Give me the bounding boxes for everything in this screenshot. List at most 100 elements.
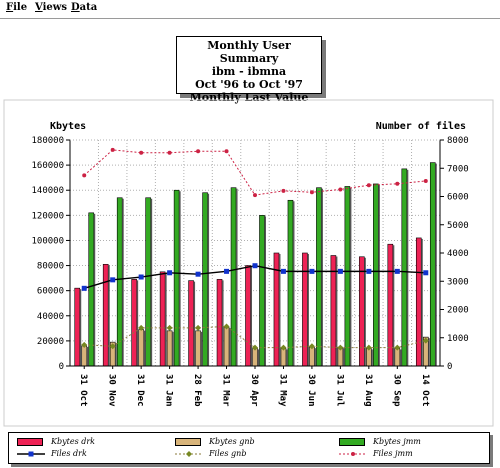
left-tick-label: 100000: [31, 236, 64, 246]
bar-shade: [108, 265, 110, 366]
line-marker: [253, 193, 257, 198]
left-tick-label: 120000: [31, 211, 64, 221]
bar: [223, 326, 230, 367]
legend-item-kbytes-jmm: Kbytes jmm: [339, 436, 479, 448]
line-marker: [252, 263, 258, 269]
chart-subtitle-range: Oct '96 to Oct '97: [195, 78, 303, 91]
bar-shade: [321, 188, 323, 366]
chart-title-box: Monthly User Summary ibm - ibmna Oct '96…: [176, 36, 322, 104]
legend-swatch-kbytes-jmm: [339, 438, 365, 446]
x-tick-label: 31 Mar: [221, 374, 231, 407]
line-marker: [81, 285, 87, 291]
line-marker: [82, 173, 87, 178]
x-tick-label: 14 Oct: [420, 374, 430, 407]
right-tick-label: 8000: [447, 136, 469, 146]
x-tick-label: 31 May: [277, 374, 287, 407]
bar: [74, 287, 81, 367]
bar-shade: [314, 348, 316, 366]
menu-file-rest: ile: [13, 2, 28, 13]
bar-shade: [136, 280, 139, 366]
menu-views[interactable]: Views: [35, 2, 67, 13]
bar-shade: [257, 349, 259, 366]
left-tick-label: 40000: [37, 312, 64, 322]
x-tick-label: 31 Jan: [164, 374, 174, 407]
x-tick-label: 30 Nov: [107, 374, 117, 407]
bar: [145, 197, 151, 367]
line-marker: [394, 268, 400, 274]
bar: [173, 189, 180, 367]
bar-shade: [421, 238, 423, 366]
bar-shade: [86, 346, 89, 366]
bar: [166, 330, 173, 367]
bar: [159, 271, 166, 367]
x-tick-label: 28 Feb: [192, 374, 202, 407]
legend-swatch-kbytes-drk: [17, 438, 43, 446]
x-tick-label: 31 Aug: [363, 374, 373, 407]
line-marker: [195, 324, 202, 331]
bar-shade: [172, 331, 174, 366]
bar: [429, 162, 436, 367]
plot-area: [70, 140, 440, 366]
line-marker: [394, 344, 401, 351]
menu-file[interactable]: File: [6, 2, 27, 13]
bar: [330, 255, 337, 367]
bar: [195, 330, 201, 367]
legend-line-marker: [28, 451, 34, 457]
left-tick-label: 80000: [37, 262, 64, 272]
right-tick-label: 2000: [447, 306, 469, 316]
line-marker: [195, 271, 201, 277]
bar-shade: [165, 272, 167, 366]
bar-shade: [143, 330, 146, 366]
bar-shade: [150, 198, 153, 366]
legend-label-kbytes-jmm: Kbytes jmm: [373, 437, 421, 446]
right-tick-label: 3000: [447, 277, 469, 287]
bar: [373, 183, 379, 367]
bar-shade: [307, 254, 309, 366]
bar-shade: [207, 193, 210, 366]
bar-shade: [342, 348, 345, 366]
bar-shade: [115, 343, 117, 366]
line-marker: [308, 343, 315, 350]
line-marker: [109, 343, 116, 350]
bar-shade: [428, 338, 430, 366]
bar: [280, 348, 287, 367]
line-marker: [223, 323, 230, 330]
x-tick-label: 31 Dec: [135, 374, 145, 407]
right-tick-label: 1000: [447, 334, 469, 344]
bar: [230, 187, 237, 367]
line-marker: [338, 187, 343, 192]
bar-shade: [93, 213, 96, 366]
line-marker: [196, 149, 201, 154]
bar-shade: [250, 266, 252, 366]
x-tick-label: 30 Jun: [306, 374, 316, 407]
right-axis-label: Number of files: [376, 120, 466, 132]
legend-label-kbytes-drk: Kbytes drk: [51, 437, 96, 446]
legend-line-files-drk: [17, 451, 45, 457]
bar-shade: [285, 349, 288, 366]
right-tick-label: 0: [447, 362, 452, 372]
bar: [216, 279, 223, 367]
line-marker: [280, 268, 286, 274]
bar-shade: [364, 257, 366, 366]
legend-item-files-jmm: Files jmm: [339, 448, 479, 460]
right-tick-label: 5000: [447, 221, 469, 231]
legend-item-files-gnb: Files gnb: [175, 448, 315, 460]
line-marker: [337, 268, 343, 274]
menu-data-rest: ata: [79, 2, 98, 13]
bar: [245, 265, 251, 367]
bar: [366, 348, 372, 367]
bar-shade: [278, 254, 281, 366]
right-tick-label: 4000: [447, 249, 469, 259]
legend-item-files-drk: Files drk: [17, 448, 157, 460]
chart-subtitle-host: ibm - ibmna: [211, 65, 287, 78]
legend-line-files-jmm: [339, 452, 367, 456]
bar: [415, 237, 422, 367]
bar: [188, 280, 194, 367]
line-marker: [309, 268, 315, 274]
line-marker: [166, 324, 173, 331]
legend-swatch-kbytes-gnb: [175, 438, 201, 446]
legend-line-marker: [351, 452, 355, 456]
menu-data[interactable]: Data: [71, 2, 97, 13]
line-marker: [365, 344, 372, 351]
bar-shade: [179, 191, 181, 366]
